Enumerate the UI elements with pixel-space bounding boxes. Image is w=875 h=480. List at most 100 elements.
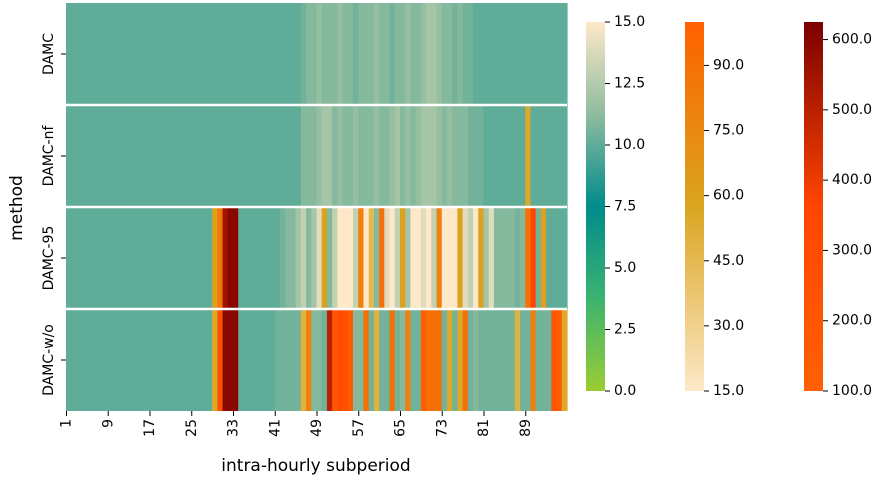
heatmap-cell — [551, 3, 558, 105]
heatmap-cell — [462, 309, 469, 411]
heatmap-cell — [149, 207, 156, 309]
heatmap-cell — [467, 309, 474, 411]
heatmap-cell — [269, 309, 276, 411]
heatmap-cell — [493, 309, 500, 411]
heatmap-cell — [222, 207, 229, 309]
heatmap-cell — [337, 207, 344, 309]
heatmap-cell — [102, 207, 109, 309]
heatmap-cell — [420, 207, 427, 309]
heatmap-cell — [488, 309, 495, 411]
heatmap-cell — [118, 309, 125, 411]
heatmap-cell — [71, 309, 78, 411]
heatmap-cell — [233, 3, 239, 105]
heatmap-cell — [191, 105, 198, 207]
heatmap-cell — [499, 3, 505, 105]
heatmap-cell — [217, 105, 224, 207]
heatmap-cell — [452, 3, 459, 105]
heatmap-cell — [253, 309, 260, 411]
heatmap-cell — [400, 309, 406, 411]
heatmap-cell — [415, 3, 422, 105]
heatmap-cell — [139, 3, 145, 105]
heatmap-cell — [139, 207, 145, 309]
heatmap-cell — [66, 207, 72, 309]
heatmap-cell — [358, 3, 365, 105]
heatmap-cells — [66, 3, 568, 411]
heatmap-cell — [191, 207, 198, 309]
heatmap-cell — [118, 105, 125, 207]
heatmap-cell — [389, 207, 396, 309]
heatmap-cell — [159, 309, 166, 411]
heatmap-cell — [274, 105, 281, 207]
heatmap-cell — [373, 105, 380, 207]
heatmap-cell — [274, 3, 281, 105]
heatmap-cell — [227, 3, 234, 105]
heatmap-cell — [128, 105, 135, 207]
heatmap-cell — [107, 207, 114, 309]
heatmap-cell — [295, 3, 302, 105]
y-tick-label: DAMC — [41, 33, 57, 75]
heatmap-cell — [540, 207, 547, 309]
heatmap-cell — [290, 3, 297, 105]
heatmap-cell — [426, 3, 432, 105]
heatmap-cell — [467, 105, 474, 207]
heatmap-cell — [170, 105, 177, 207]
heatmap-cell — [238, 3, 245, 105]
heatmap-cell — [274, 309, 281, 411]
heatmap-cell — [426, 207, 432, 309]
heatmap-cell — [540, 3, 547, 105]
heatmap-cell — [400, 3, 406, 105]
heatmap-cell — [86, 207, 93, 309]
heatmap-cell — [363, 207, 370, 309]
x-tick-label: 65 — [393, 419, 409, 437]
colorbar-tick-label: 100.0 — [832, 383, 872, 399]
heatmap-cell — [535, 309, 542, 411]
heatmap-cell — [347, 3, 354, 105]
heatmap-cell — [530, 309, 537, 411]
heatmap-cell — [154, 3, 161, 105]
heatmap-cell — [488, 3, 495, 105]
heatmap-cell — [149, 309, 156, 411]
heatmap-cell — [373, 207, 380, 309]
heatmap-cell — [373, 3, 380, 105]
heatmap-cell — [123, 309, 130, 411]
heatmap-cell — [212, 3, 218, 105]
heatmap-cell — [535, 3, 542, 105]
colorbar-tick-label: 12.5 — [614, 76, 645, 92]
heatmap-cell — [478, 3, 485, 105]
heatmap-cell — [196, 309, 203, 411]
heatmap-cell — [123, 207, 130, 309]
heatmap-cell — [102, 105, 109, 207]
heatmap-cell — [165, 309, 171, 411]
heatmap-cell — [342, 207, 349, 309]
colorbar-tick-label: 500.0 — [832, 102, 872, 118]
heatmap-cell — [478, 309, 485, 411]
heatmap-cell — [259, 3, 265, 105]
heatmap-cell — [551, 309, 558, 411]
y-tick-label: DAMC-nf — [41, 125, 57, 187]
heatmap-cell — [180, 3, 187, 105]
heatmap-cell — [290, 105, 297, 207]
heatmap-cell — [175, 207, 182, 309]
heatmap-cell — [420, 3, 427, 105]
heatmap-cell — [405, 3, 412, 105]
colorbar-tick-label: 200.0 — [832, 313, 872, 329]
heatmap-cell — [97, 309, 104, 411]
heatmap-cell — [457, 105, 464, 207]
heatmap-cell — [556, 309, 563, 411]
heatmap-cell — [149, 105, 156, 207]
heatmap-cell — [337, 309, 344, 411]
heatmap-cell — [441, 207, 448, 309]
heatmap-cell — [347, 207, 354, 309]
heatmap-cell — [384, 309, 391, 411]
heatmap-cell — [530, 3, 537, 105]
heatmap-cell — [212, 309, 218, 411]
heatmap-cell — [431, 3, 438, 105]
heatmap-cell — [285, 207, 292, 309]
heatmap-cell — [201, 3, 208, 105]
heatmap-cell — [509, 309, 516, 411]
heatmap-cell — [264, 105, 271, 207]
heatmap-cell — [446, 309, 453, 411]
heatmap-cell — [227, 309, 234, 411]
heatmap-cell — [316, 3, 323, 105]
heatmap-cell — [493, 3, 500, 105]
